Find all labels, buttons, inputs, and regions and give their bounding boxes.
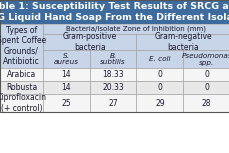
Bar [43,81,89,94]
Bar [43,50,89,68]
Text: 28: 28 [201,99,210,108]
Text: E. coli: E. coli [148,56,170,62]
Bar [0,68,43,81]
Bar [89,50,136,68]
Bar [183,94,229,112]
Bar [43,34,136,50]
Bar [136,34,229,50]
Bar [183,50,229,68]
Bar [0,0,229,24]
Text: Gram-negative
bacteria: Gram-negative bacteria [154,32,211,52]
Text: 0: 0 [203,83,208,92]
Text: Robusta: Robusta [6,83,37,92]
Text: Table 1: Susceptibility Test Results of SRCG and
SACG Liquid Hand Soap From the : Table 1: Susceptibility Test Results of … [0,2,229,22]
Text: Pseudomonas
spp.: Pseudomonas spp. [180,52,229,65]
Bar [0,34,43,50]
Text: B.
subtilis: B. subtilis [100,52,125,65]
Bar [89,81,136,94]
Bar [0,0,229,112]
Bar [43,94,89,112]
Text: S.
aureus: S. aureus [54,52,79,65]
Text: 18.33: 18.33 [102,70,123,79]
Bar [136,50,183,68]
Text: Gram-positive
bacteria: Gram-positive bacteria [62,32,116,52]
Bar [183,81,229,94]
Text: 0: 0 [157,70,162,79]
Text: 14: 14 [61,70,71,79]
Bar [89,94,136,112]
Text: Types of
Spent Coffee
Grounds/
Antibiotic: Types of Spent Coffee Grounds/ Antibioti… [0,26,46,66]
Text: 27: 27 [108,99,117,108]
Bar [183,68,229,81]
Bar [136,81,183,94]
Text: 20.33: 20.33 [102,83,123,92]
Bar [89,68,136,81]
Text: Bacteria/Isolate Zone of Inhibition (mm): Bacteria/Isolate Zone of Inhibition (mm) [66,26,206,32]
Bar [136,68,183,81]
Text: Ciprofloxacin
(+ control): Ciprofloxacin (+ control) [0,93,46,113]
Bar [0,24,43,34]
Text: 25: 25 [61,99,71,108]
Text: 14: 14 [61,83,71,92]
Bar [43,24,229,34]
Text: 29: 29 [154,99,164,108]
Bar [0,94,43,112]
Bar [0,81,43,94]
Bar [43,68,89,81]
Text: 0: 0 [157,83,162,92]
Text: 0: 0 [203,70,208,79]
Bar [136,94,183,112]
Text: Arabica: Arabica [7,70,36,79]
Bar [0,24,43,68]
